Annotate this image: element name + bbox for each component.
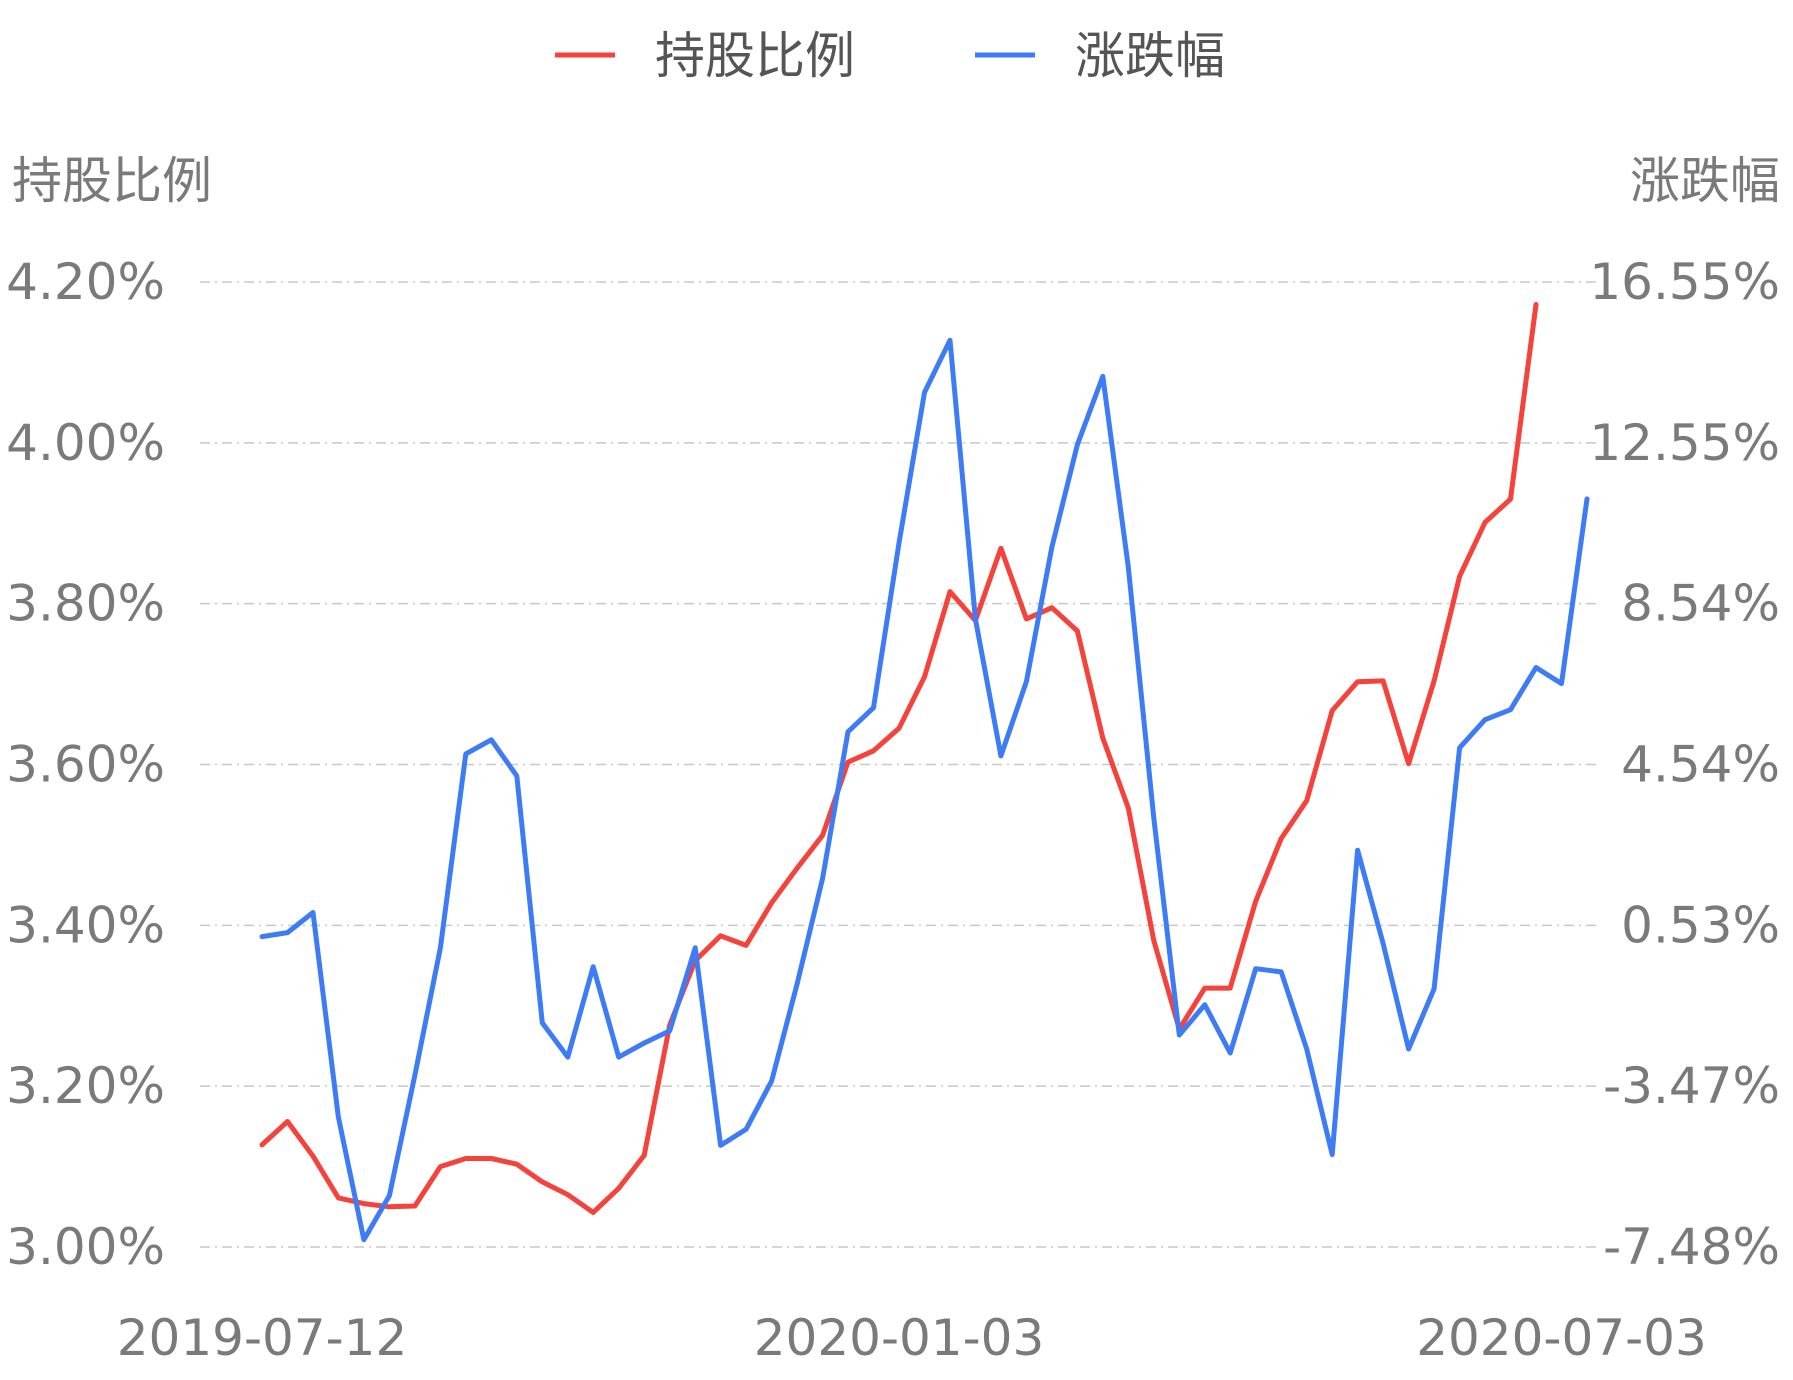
y-right-tick-label: 12.55% [1589,414,1780,472]
x-tick-label: 2020-01-03 [754,1309,1045,1367]
y-left-tick-label: 4.00% [6,414,165,472]
y-left-tick-label: 3.60% [6,736,165,794]
y-right-tick-label: 4.54% [1621,736,1780,794]
y-left-tick-label: 4.20% [6,253,165,311]
y-left-tick-label: 3.20% [6,1057,165,1115]
y-right-axis-title: 涨跌幅 [1630,152,1780,210]
x-tick-label: 2020-07-03 [1416,1309,1707,1367]
gridlines [200,281,1598,1248]
x-tick-labels: 2019-07-12 2020-01-03 2020-07-03 [117,1309,1707,1367]
y-right-tick-label: -7.48% [1603,1218,1780,1276]
y-right-tick-label: 0.53% [1621,896,1780,954]
y-left-tick-label: 3.80% [6,575,165,633]
series-lines [259,302,1590,1243]
y-left-tick-label: 3.00% [6,1218,165,1276]
series-line-change [259,337,1590,1243]
y-right-tick-labels: -7.48% -3.47% 0.53% 4.54% 8.54% 12.55% 16.55% [1589,253,1780,1276]
y-right-tick-label: -3.47% [1603,1057,1780,1115]
series-line-shareholding [259,302,1539,1215]
legend-label-shareholding: 持股比例 [655,27,855,85]
y-left-tick-label: 3.40% [6,896,165,954]
x-tick-label: 2019-07-12 [117,1309,408,1367]
y-right-tick-label: 8.54% [1621,575,1780,633]
y-right-tick-label: 16.55% [1589,253,1780,311]
y-left-axis-title: 持股比例 [12,152,212,210]
legend-label-change: 涨跌幅 [1075,27,1225,85]
y-left-tick-labels: 3.00% 3.20% 3.40% 3.60% 3.80% 4.00% 4.20% [6,253,165,1276]
legend: 持股比例 涨跌幅 [555,27,1225,85]
